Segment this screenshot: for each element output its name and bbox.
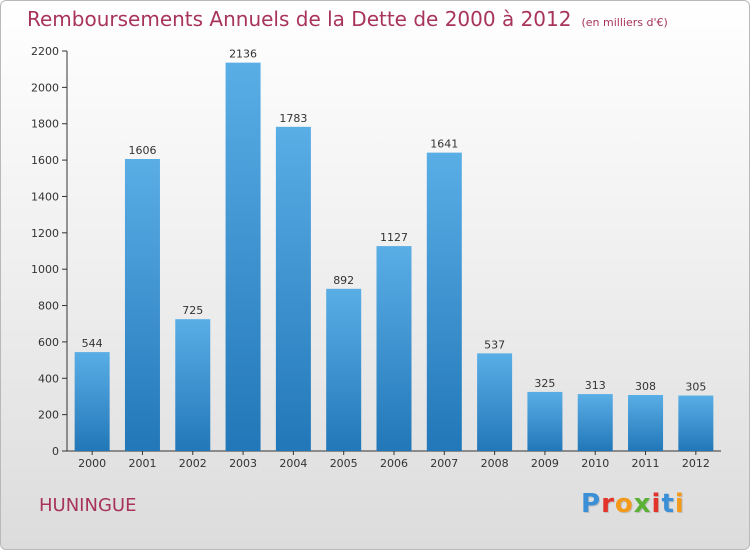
bar-value-label: 892 [333,274,354,287]
logo-letter: o [614,489,634,519]
chart-title: Remboursements Annuels de la Dette de 20… [27,7,572,31]
logo-letter: i [674,489,685,519]
x-tick-label: 2002 [179,457,207,470]
y-tick-label: 1200 [31,227,59,240]
logo-letter: r [601,489,615,519]
x-tick-label: 2007 [430,457,458,470]
x-tick-label: 2001 [128,457,156,470]
bar [426,152,462,452]
x-tick-label: 2000 [78,457,106,470]
bar-value-label: 313 [585,379,606,392]
y-tick-label: 200 [38,409,59,422]
bar [577,394,613,451]
y-tick-label: 0 [52,445,59,458]
bar [275,126,311,452]
bars [74,62,714,452]
bar [628,395,664,451]
logo-letter: x [633,489,652,519]
x-tick-label: 2004 [279,457,307,470]
bar [527,391,563,451]
bar [477,353,513,451]
y-tick-label: 1600 [31,154,59,167]
bar-value-label: 305 [685,381,706,394]
bar [326,288,362,451]
y-tick-label: 1400 [31,190,59,203]
bar-value-label: 1127 [380,231,408,244]
x-tick-label: 2011 [632,457,660,470]
city-name: HUNINGUE [39,495,137,516]
bar [678,395,714,451]
proxiti-logo: Proxiti [581,489,685,519]
axes: 0 200 400 600 800 1000 1200 1400 1600 1800 2000 220… [31,45,721,458]
bar-value-label: 544 [82,337,103,350]
bar-value-label: 308 [635,380,656,393]
x-tick-label: 2009 [531,457,559,470]
bar [74,352,110,451]
bar-value-label: 1641 [430,138,458,151]
y-tick-label: 2000 [31,81,59,94]
bar-value-label: 725 [182,304,203,317]
x-tick-label: 2006 [380,457,408,470]
bar-value-label: 537 [484,338,505,351]
bar-value-label: 1606 [128,144,156,157]
logo-letter: i [651,489,662,519]
x-tick-label: 2008 [481,457,509,470]
bar-value-label: 1783 [279,112,307,125]
y-tick-label: 800 [38,300,59,313]
chart-units: (en milliers d'€) [581,16,668,29]
x-tick-label: 2012 [682,457,710,470]
x-tick-label: 2005 [330,457,358,470]
y-tick-label: 400 [38,372,59,385]
x-tick-label: 2010 [581,457,609,470]
x-tick-label: 2003 [229,457,257,470]
y-tick-label: 600 [38,336,59,349]
bar-value-label: 2136 [229,48,257,61]
bar [175,319,211,451]
bar [124,159,160,451]
logo-letter: P [581,489,602,519]
y-tick-label: 1000 [31,263,59,276]
y-tick-label: 2200 [31,45,59,58]
y-tick-label: 1800 [31,118,59,131]
bar [376,246,412,451]
title-row: Remboursements Annuels de la Dette de 20… [27,7,668,31]
logo-letter: t [661,489,675,519]
labels: 544 2000 1606 2001 725 2002 2136 2003 1783 2004 89… [78,48,710,470]
bar [225,62,261,452]
bar-value-label: 325 [534,377,555,390]
